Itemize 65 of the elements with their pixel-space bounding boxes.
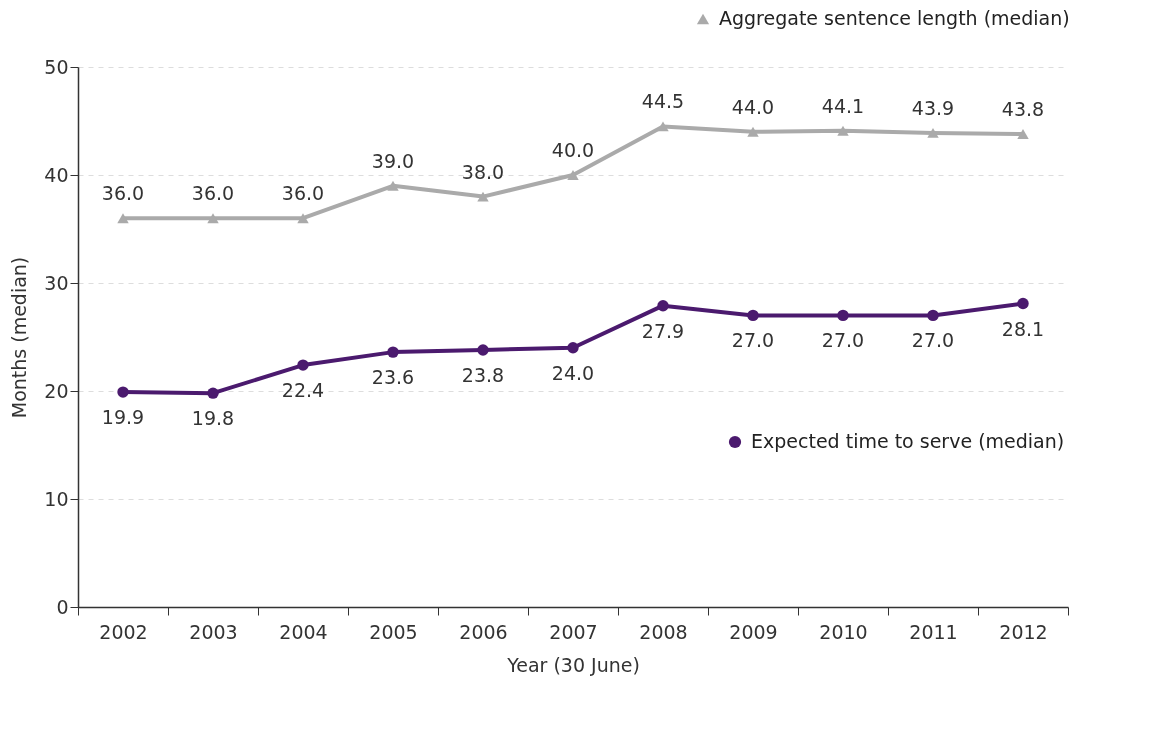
data-label: 24.0 [551, 361, 595, 384]
x-tick-label: 2007 [549, 620, 598, 643]
x-tick-label: 2012 [999, 620, 1048, 643]
data-label: 36.0 [101, 182, 145, 205]
point [747, 309, 759, 322]
data-label: 39.0 [371, 149, 415, 172]
data-label: 43.8 [1001, 97, 1045, 120]
data-label: 36.0 [191, 182, 235, 205]
data-label: 44.1 [821, 94, 865, 117]
x-tick-label: 2010 [819, 620, 868, 643]
point [207, 213, 219, 224]
x-tick-label: 2009 [729, 620, 778, 643]
data-label: 23.6 [371, 366, 415, 389]
point [297, 359, 309, 371]
point [1017, 129, 1029, 139]
y-axis-title: Months (median) [8, 256, 31, 419]
data-label: 27.0 [731, 329, 775, 352]
data-label: 44.5 [641, 90, 685, 113]
point [927, 127, 939, 138]
x-tick-label: 2011 [909, 620, 958, 643]
point [477, 191, 489, 202]
data-label: 44.0 [731, 95, 775, 118]
data-label: 19.9 [101, 406, 145, 429]
data-label: 22.4 [281, 379, 325, 402]
y-tick-label: 0 [56, 595, 69, 618]
y-tick-label: 30 [44, 271, 69, 294]
point [657, 121, 669, 132]
point [387, 346, 399, 358]
point [477, 344, 489, 356]
point [297, 213, 309, 224]
point [567, 170, 579, 180]
data-label: 23.8 [461, 363, 505, 386]
point [207, 387, 219, 399]
data-label: 27.9 [641, 319, 685, 342]
point [747, 126, 759, 137]
x-tick-label: 2005 [369, 620, 418, 643]
point [927, 309, 939, 322]
x-tick-label: 2008 [639, 620, 688, 643]
y-tick-label: 10 [44, 487, 69, 510]
legend-label: Aggregate sentence length (median) [719, 7, 1070, 29]
data-label: 19.8 [191, 407, 235, 430]
x-tick-label: 2003 [189, 620, 238, 643]
legend-label: Expected time to serve (median) [751, 430, 1065, 452]
x-axis-title: Year (30 June) [506, 653, 640, 676]
data-label: 28.1 [1001, 317, 1045, 340]
data-label: 43.9 [911, 96, 955, 119]
point [117, 386, 129, 398]
point [567, 342, 579, 354]
point [1017, 297, 1029, 310]
point [387, 180, 399, 191]
point [657, 299, 669, 312]
y-tick-label: 50 [44, 55, 69, 78]
data-label: 27.0 [821, 329, 865, 352]
y-tick-label: 20 [44, 379, 69, 402]
x-tick-label: 2002 [99, 620, 148, 643]
point [837, 125, 849, 136]
x-tick-label: 2006 [459, 620, 508, 643]
point [837, 309, 849, 322]
y-tick-label: 40 [44, 163, 69, 186]
data-label: 38.0 [461, 160, 505, 183]
data-label: 27.0 [911, 329, 955, 352]
data-label: 36.0 [281, 182, 325, 205]
data-label: 40.0 [551, 139, 595, 161]
x-tick-label: 2004 [279, 620, 328, 643]
point [117, 213, 129, 224]
